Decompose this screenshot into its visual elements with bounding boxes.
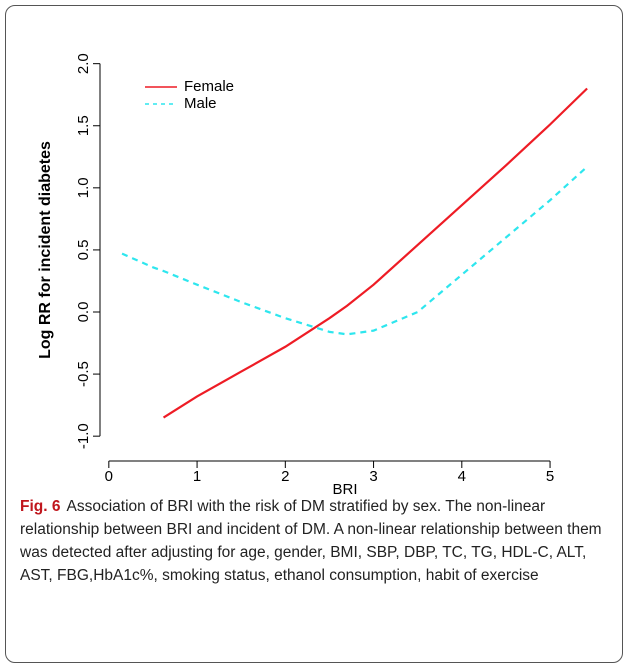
y-tick-label: 1.0	[75, 177, 92, 198]
x-tick-label: 2	[281, 468, 289, 485]
chart: BRI Log RR for incident diabetes -1.0 -0.…	[37, 53, 588, 498]
y-tick-label: 1.5	[75, 115, 92, 136]
y-tick-label: 0.0	[75, 302, 92, 323]
legend-label: Female	[184, 78, 234, 95]
y-tick-label: -1.0	[75, 423, 92, 449]
x-axis-label: BRI	[332, 481, 357, 498]
legend-label: Male	[184, 95, 217, 112]
y-tick-label: 0.5	[75, 239, 92, 260]
caption-text: Association of BRI with the risk of DM s…	[20, 498, 602, 584]
series-line	[162, 87, 588, 419]
y-tick-label: 2.0	[75, 53, 92, 74]
x-tick-label: 0	[105, 468, 113, 485]
y-axis-label: Log RR for incident diabetes	[37, 141, 54, 359]
figure-frame	[5, 5, 623, 663]
x-tick-label: 4	[458, 468, 466, 485]
caption-label: Fig. 6	[20, 498, 61, 515]
y-tick-label: -0.5	[75, 361, 92, 387]
x-tick-label: 1	[193, 468, 201, 485]
series-line	[121, 165, 588, 336]
x-tick-label: 3	[369, 468, 377, 485]
x-tick-label: 5	[546, 468, 554, 485]
caption: Fig. 6 Association of BRI with the risk o…	[20, 495, 612, 587]
